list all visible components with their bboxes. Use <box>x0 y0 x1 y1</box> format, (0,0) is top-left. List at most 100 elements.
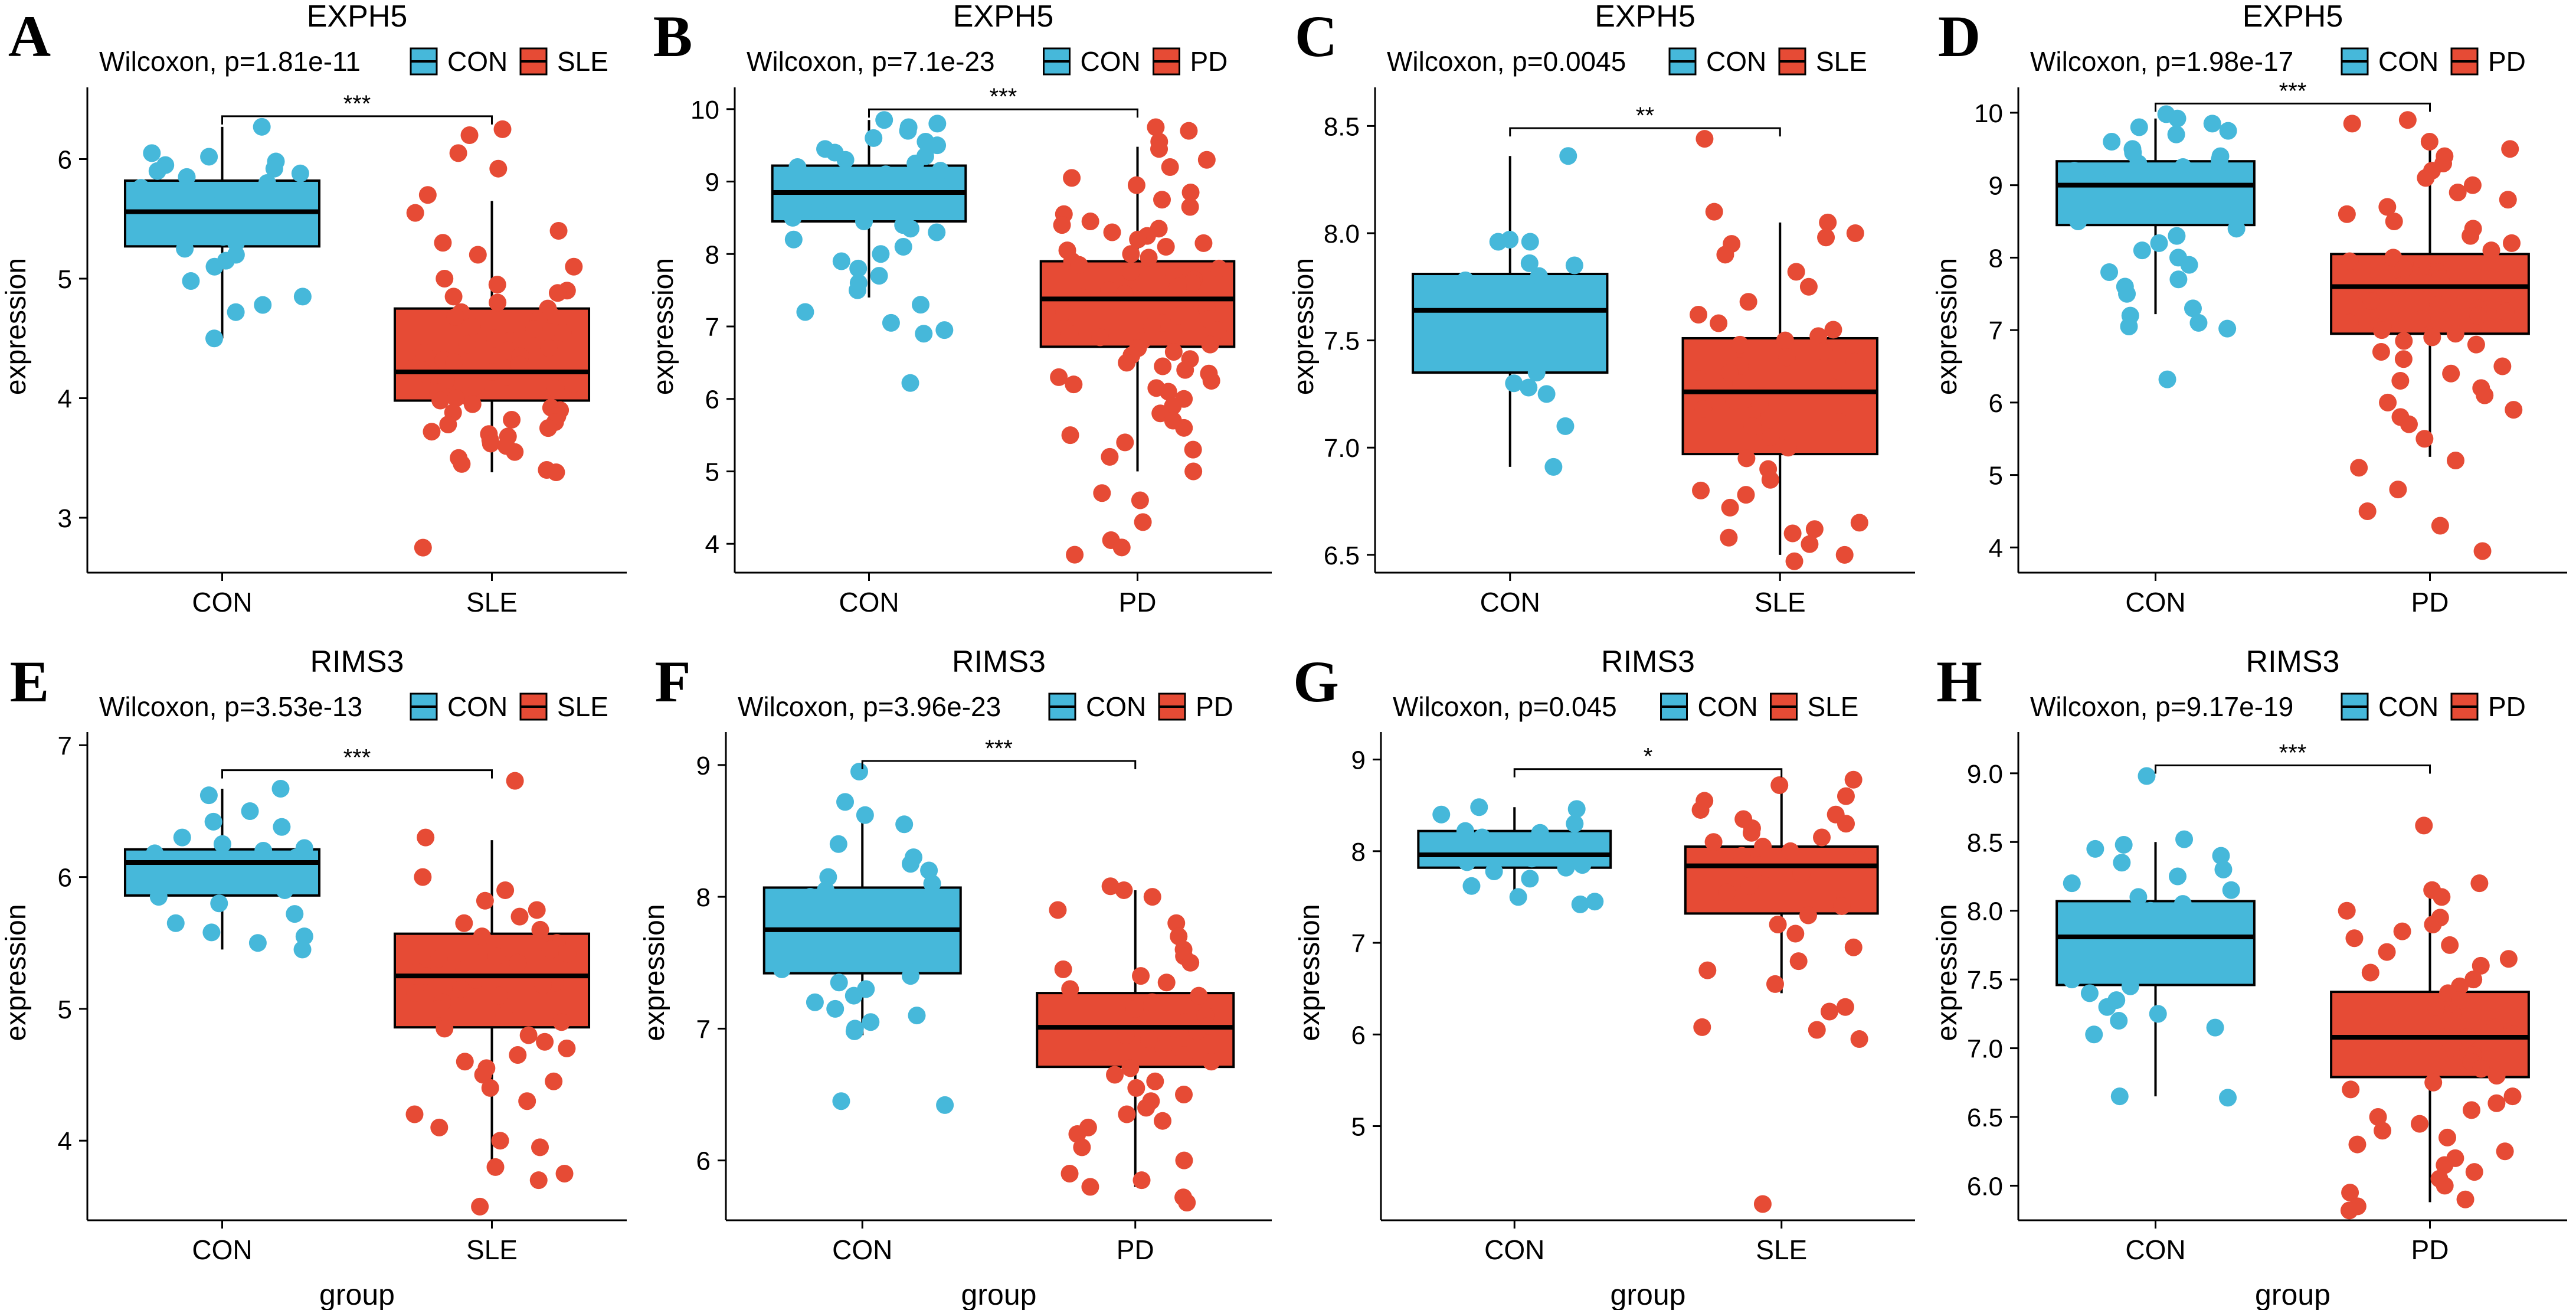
data-point <box>261 215 280 234</box>
y-tick-label: 7.0 <box>1324 434 1360 463</box>
panel-letter: A <box>8 4 51 69</box>
data-point <box>1127 1079 1145 1097</box>
y-tick-label: 5 <box>58 265 72 294</box>
significance-label: *** <box>343 91 371 117</box>
data-point <box>452 980 470 998</box>
data-point <box>148 195 166 214</box>
data-point <box>458 335 476 354</box>
panel-letter: E <box>10 649 50 714</box>
data-point <box>899 122 917 140</box>
data-point <box>1778 348 1796 367</box>
y-tick-label: 9.0 <box>1967 760 2003 789</box>
data-point <box>876 165 895 184</box>
data-point <box>2394 350 2413 368</box>
data-point <box>487 947 506 965</box>
data-point <box>447 389 465 407</box>
panel-letter: G <box>1293 649 1339 714</box>
legend-item-con: CON <box>1043 46 1141 77</box>
data-point <box>489 159 508 178</box>
data-point <box>2389 481 2407 499</box>
data-point <box>796 303 814 321</box>
data-point <box>2341 1184 2359 1202</box>
data-point <box>2130 118 2148 136</box>
data-point <box>2415 816 2433 835</box>
data-point <box>1732 374 1750 393</box>
significance-bracket: *** <box>2155 740 2431 774</box>
data-point <box>455 914 473 932</box>
data-point <box>276 881 294 899</box>
data-point <box>2214 860 2233 878</box>
data-point <box>564 375 582 393</box>
data-point <box>1157 238 1175 256</box>
data-point <box>2465 1163 2483 1181</box>
data-point <box>519 1026 538 1044</box>
data-point <box>1073 1138 1091 1157</box>
data-point <box>1573 856 1592 874</box>
data-point <box>1132 1171 1151 1190</box>
data-point <box>2168 227 2186 245</box>
data-point <box>248 934 267 952</box>
data-point <box>2493 357 2512 375</box>
test-label: Wilcoxon, p=9.17e-19 <box>2030 691 2293 722</box>
x-tick-label: CON <box>2125 587 2185 618</box>
data-point <box>2362 292 2381 311</box>
data-point <box>293 940 312 959</box>
panel-H: H RIMS3 Wilcoxon, p=9.17e-19 CON PD 6.0 6.5 7.0… <box>1932 645 2567 1310</box>
points-con <box>2063 767 2240 1107</box>
data-point <box>1175 1046 1193 1064</box>
data-point <box>917 194 935 213</box>
data-point <box>1779 439 1798 457</box>
y-tick-label: 8 <box>1351 838 1366 867</box>
data-point <box>2395 332 2413 350</box>
data-point <box>2462 1101 2480 1119</box>
data-point <box>833 894 852 913</box>
data-point <box>1081 213 1099 231</box>
data-point <box>510 907 529 926</box>
data-point <box>1122 245 1140 263</box>
data-point <box>1559 147 1577 165</box>
data-point <box>2137 205 2155 223</box>
data-point <box>1154 1039 1173 1057</box>
data-point <box>2069 213 2087 231</box>
data-point <box>1565 256 1583 275</box>
y-tick-label: 8 <box>1989 244 2003 273</box>
data-point <box>2385 213 2403 231</box>
x-tick-label: SLE <box>1755 587 1806 618</box>
data-point <box>901 220 919 238</box>
data-point <box>546 380 565 398</box>
significance-label: *** <box>2279 78 2307 104</box>
data-point <box>558 945 577 963</box>
y-tick-label: 3 <box>58 504 72 533</box>
data-point <box>773 960 791 978</box>
y-tick-label: 7.5 <box>1967 966 2003 995</box>
y-tick-label: 7 <box>696 1015 711 1044</box>
data-point <box>2473 542 2492 560</box>
data-point <box>2501 140 2519 158</box>
data-point <box>2168 109 2187 128</box>
data-point <box>856 806 874 824</box>
data-point <box>2350 459 2368 477</box>
data-point <box>1112 538 1131 557</box>
data-point <box>1698 961 1717 979</box>
data-point <box>2185 963 2203 982</box>
significance-label: *** <box>990 84 1017 110</box>
y-axis-label: expression <box>639 904 670 1041</box>
data-point <box>1168 277 1187 296</box>
data-point <box>908 1007 926 1025</box>
data-point <box>872 187 891 205</box>
data-point <box>2442 364 2460 383</box>
legend-label: CON <box>1698 691 1758 722</box>
bracket-line <box>1513 768 1783 777</box>
data-point <box>2429 296 2447 314</box>
data-point <box>2169 867 2187 886</box>
data-point <box>149 888 168 906</box>
data-point <box>295 927 313 946</box>
data-point <box>788 158 807 176</box>
data-point <box>2499 191 2517 209</box>
data-point <box>845 986 863 1005</box>
data-point <box>2129 888 2148 906</box>
y-tick-label: 6 <box>1351 1021 1366 1050</box>
data-point <box>1731 335 1749 354</box>
data-point <box>1176 361 1194 379</box>
significance-bracket: *** <box>861 736 1137 769</box>
